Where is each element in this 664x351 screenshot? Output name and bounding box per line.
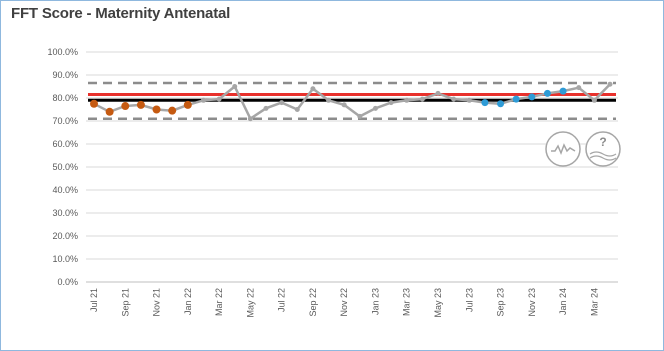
x-tick-label: Jan 23 bbox=[370, 288, 380, 315]
x-tick-label: Mar 24 bbox=[589, 288, 599, 316]
data-point bbox=[310, 86, 316, 92]
y-tick-label: 60.0% bbox=[52, 139, 78, 149]
x-tick-label: Mar 23 bbox=[402, 288, 412, 316]
data-point bbox=[481, 99, 489, 107]
data-point bbox=[90, 99, 98, 108]
x-tick-label: Sep 23 bbox=[496, 288, 506, 317]
data-point bbox=[576, 85, 582, 91]
x-tick-label: Nov 21 bbox=[152, 288, 162, 317]
chart-title: FFT Score - Maternity Antenatal bbox=[11, 5, 231, 22]
data-point bbox=[247, 116, 253, 122]
x-tick-label: Jan 22 bbox=[183, 288, 193, 315]
data-point bbox=[279, 100, 285, 106]
data-point bbox=[559, 87, 567, 95]
data-point bbox=[294, 107, 300, 112]
x-tick-label: Nov 22 bbox=[339, 288, 349, 317]
y-tick-label: 80.0% bbox=[52, 93, 78, 103]
data-point bbox=[152, 105, 161, 114]
data-point bbox=[263, 105, 269, 111]
y-tick-label: 50.0% bbox=[52, 162, 78, 172]
series-line bbox=[93, 83, 611, 121]
x-tick-label: May 23 bbox=[433, 288, 443, 318]
data-point bbox=[326, 97, 332, 103]
x-tick-label: Nov 23 bbox=[527, 288, 537, 317]
gridlines bbox=[86, 51, 618, 283]
data-point bbox=[136, 100, 145, 109]
x-tick-label: Mar 22 bbox=[214, 288, 224, 316]
data-point bbox=[451, 96, 457, 102]
y-tick-label: 100.0% bbox=[47, 47, 78, 57]
data-point bbox=[388, 100, 394, 106]
data-point bbox=[466, 97, 472, 103]
data-point bbox=[183, 100, 192, 109]
data-point bbox=[341, 102, 347, 108]
x-tick-label: Jul 22 bbox=[277, 288, 287, 312]
data-point bbox=[232, 84, 238, 89]
data-point bbox=[419, 96, 425, 102]
series-polyline bbox=[93, 83, 611, 121]
data-point bbox=[372, 105, 378, 111]
data-point bbox=[168, 106, 177, 115]
y-tick-label: 40.0% bbox=[52, 185, 78, 195]
y-tick-label: 70.0% bbox=[52, 116, 78, 126]
x-tick-label: May 22 bbox=[245, 288, 255, 318]
reference-lines bbox=[88, 81, 616, 120]
x-tick-label: Jan 24 bbox=[558, 288, 568, 315]
data-point bbox=[404, 97, 410, 103]
x-tick-label: Sep 21 bbox=[120, 288, 130, 317]
data-point bbox=[528, 93, 536, 101]
data-point bbox=[435, 90, 441, 96]
y-tick-label: 90.0% bbox=[52, 70, 78, 80]
data-point bbox=[357, 113, 363, 119]
data-point bbox=[543, 89, 551, 97]
y-tick-label: 0.0% bbox=[57, 277, 78, 287]
y-tick-label: 10.0% bbox=[52, 254, 78, 264]
data-point bbox=[497, 100, 505, 108]
y-axis: 0.0% 10.0% 20.0% 30.0% 40.0% 50.0% 60.0% 70.0% 8… bbox=[47, 47, 78, 287]
data-points bbox=[90, 81, 613, 122]
x-tick-label: Jul 23 bbox=[464, 288, 474, 312]
data-point bbox=[105, 107, 114, 116]
data-point bbox=[512, 95, 520, 103]
y-tick-label: 20.0% bbox=[52, 231, 78, 241]
y-tick-label: 30.0% bbox=[52, 208, 78, 218]
variation-icon bbox=[545, 131, 581, 167]
data-point bbox=[121, 102, 130, 111]
assurance-question-mark: ? bbox=[599, 135, 606, 149]
x-tick-label: Sep 22 bbox=[308, 288, 318, 317]
data-point bbox=[591, 97, 597, 103]
data-point bbox=[607, 81, 613, 87]
data-point bbox=[200, 97, 206, 103]
x-tick-label: Jul 21 bbox=[89, 288, 99, 312]
assurance-icon: ? bbox=[585, 131, 621, 167]
x-axis: Jul 21 Sep 21 Nov 21 Jan 22 Mar 22 May 22 Jul … bbox=[86, 281, 618, 318]
data-point bbox=[216, 96, 222, 102]
